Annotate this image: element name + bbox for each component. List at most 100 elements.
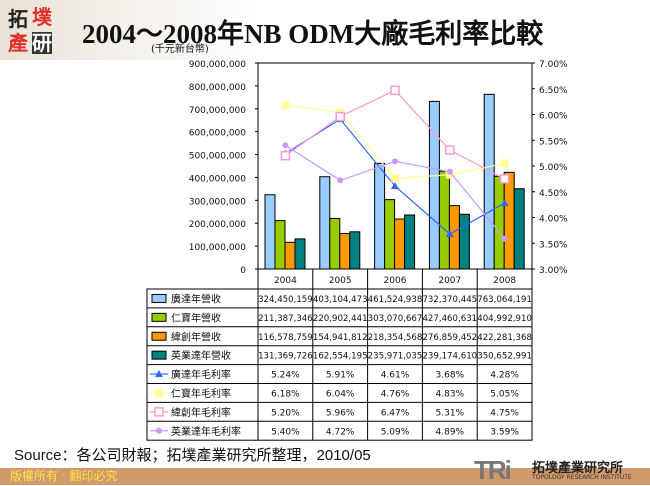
- table-cell: 162,554,195: [313, 352, 368, 362]
- bar-緯創年營收: [284, 241, 296, 270]
- point-緯創年毛利率: [445, 145, 455, 155]
- y-tick-label: 900,000,000: [189, 60, 247, 70]
- table-cell: 324,450,159: [258, 295, 313, 305]
- x-category-label: 2007: [438, 276, 461, 286]
- table-cell: 5.09%: [381, 427, 410, 437]
- y-tick-label: 800,000,000: [189, 83, 247, 93]
- table-cell: 427,460,631: [422, 314, 477, 324]
- table-cell: 6.47%: [381, 408, 410, 418]
- point-仁寶年毛利率: [281, 101, 290, 110]
- brand-logo: 拓墣 產研: [8, 5, 52, 55]
- table-cell: 404,992,910: [477, 314, 532, 324]
- legend-label: 緯創年營收: [171, 330, 221, 343]
- y-tick-label: 500,000,000: [189, 152, 247, 162]
- x-category-label: 2008: [493, 276, 516, 286]
- table-cell: 6.04%: [326, 389, 355, 399]
- y2-tick-label: 4.50%: [539, 189, 568, 199]
- bar-廣達年營收: [319, 176, 331, 270]
- table-cell: 131,369,726: [258, 352, 313, 362]
- institute-name: 拓墣產業研究所: [532, 461, 624, 476]
- table-cell: 4.28%: [490, 371, 519, 381]
- page-title: 2004～2008年NB ODM大廠毛利率比較: [82, 19, 544, 49]
- point-廣達年毛利率: [500, 199, 509, 207]
- table-cell: 154,941,812: [313, 333, 368, 343]
- point-英業達年毛利率: [501, 235, 508, 242]
- legend-label: 英業達年營收: [171, 349, 231, 362]
- legend-label: 仁寶年毛利率: [171, 387, 231, 400]
- table-cell: 4.61%: [381, 371, 410, 381]
- table-cell: 5.05%: [490, 389, 519, 399]
- legend-label: 緯創年毛利率: [171, 406, 231, 419]
- y-tick-label: 0: [240, 266, 246, 276]
- table-cell: 303,070,667: [368, 314, 423, 324]
- table-cell: 350,652,991: [477, 352, 532, 362]
- y2-tick-label: 6.00%: [539, 112, 568, 122]
- table-cell: 763,064,191: [477, 295, 532, 305]
- x-category-label: 2004: [274, 276, 297, 286]
- y-tick-label: 200,000,000: [189, 220, 247, 230]
- table-cell: 4.76%: [381, 389, 410, 399]
- institute-logo: TRi 拓墣產業研究所 TOPOLOGY RESEARCH INSTITUTE: [470, 455, 640, 485]
- bar-仁寶年營收: [274, 220, 286, 270]
- footer-bar: 版權所有 ‧ 翻印必究: [0, 468, 650, 485]
- legend-key-廣達年營收: [151, 293, 167, 303]
- bar-英業達年營收: [349, 231, 361, 270]
- bar-緯創年營收: [503, 171, 515, 270]
- table-cell: 461,524,938: [368, 295, 423, 305]
- legend-marker: [155, 370, 163, 378]
- y2-tick-label: 4.00%: [539, 215, 568, 225]
- bar-仁寶年營收: [384, 199, 396, 270]
- bar-仁寶年營收: [493, 175, 505, 270]
- bar-仁寶年營收: [329, 217, 341, 270]
- source-note: Source：各公司財報；拓墣產業研究所整理，2010/05: [14, 447, 371, 464]
- legend-key-仁寶年營收: [151, 312, 167, 322]
- table-cell: 218,354,568: [368, 333, 423, 343]
- bar-英業達年營收: [513, 188, 525, 270]
- legend-label: 廣達年毛利率: [171, 368, 231, 381]
- y-tick-label: 700,000,000: [189, 106, 247, 116]
- legend-marker: [156, 427, 162, 434]
- bar-仁寶年營收: [438, 170, 450, 270]
- legend-key-英業達年營收: [151, 350, 167, 360]
- bar-緯創年營收: [394, 218, 406, 270]
- x-category-label: 2006: [384, 276, 407, 286]
- point-英業達年毛利率: [392, 158, 398, 165]
- legend-label: 仁寶年營收: [171, 311, 221, 324]
- y2-tick-label: 3.00%: [539, 266, 568, 276]
- table-cell: 4.89%: [436, 427, 465, 437]
- point-英業達年毛利率: [337, 177, 344, 184]
- y-tick-label: 300,000,000: [189, 197, 247, 207]
- y-axis-unit-label: (千元新台幣): [151, 44, 209, 55]
- legend-marker: [155, 388, 163, 397]
- table-cell: 4.75%: [490, 408, 519, 418]
- bar-英業達年營收: [404, 214, 416, 270]
- y-tick-label: 600,000,000: [189, 129, 247, 139]
- table-cell: 3.68%: [436, 371, 465, 381]
- bar-廣達年營收: [428, 100, 440, 270]
- table-cell: 732,370,445: [422, 295, 477, 305]
- table-cell: 3.59%: [490, 427, 519, 437]
- point-仁寶年毛利率: [445, 170, 454, 179]
- institute-name-en: TOPOLOGY RESEARCH INSTITUTE: [532, 474, 632, 481]
- table-cell: 5.96%: [326, 408, 355, 418]
- table-cell: 235,971,035: [368, 352, 423, 362]
- table-cell: 239,174,610: [422, 352, 477, 362]
- table-cell: 403,104,473: [313, 295, 368, 305]
- bar-廣達年營收: [483, 93, 495, 270]
- y2-tick-label: 6.50%: [539, 86, 568, 96]
- point-英業達年毛利率: [446, 168, 453, 175]
- bar-廣達年營收: [264, 194, 276, 270]
- bar-英業達年營收: [294, 238, 306, 270]
- y-tick-label: 100,000,000: [189, 243, 247, 253]
- y2-tick-label: 7.00%: [539, 60, 568, 70]
- legend-key-緯創年營收: [151, 331, 167, 341]
- bar-緯創年營收: [448, 205, 460, 270]
- point-緯創年毛利率: [280, 150, 291, 161]
- table-cell: 5.24%: [271, 371, 300, 381]
- y2-tick-label: 5.50%: [539, 137, 568, 147]
- x-category-label: 2005: [329, 276, 352, 286]
- tri-logo-text: TRi: [474, 455, 512, 485]
- table-cell: 4.72%: [326, 427, 355, 437]
- point-廣達年毛利率: [445, 229, 454, 237]
- point-緯創年毛利率: [335, 111, 345, 122]
